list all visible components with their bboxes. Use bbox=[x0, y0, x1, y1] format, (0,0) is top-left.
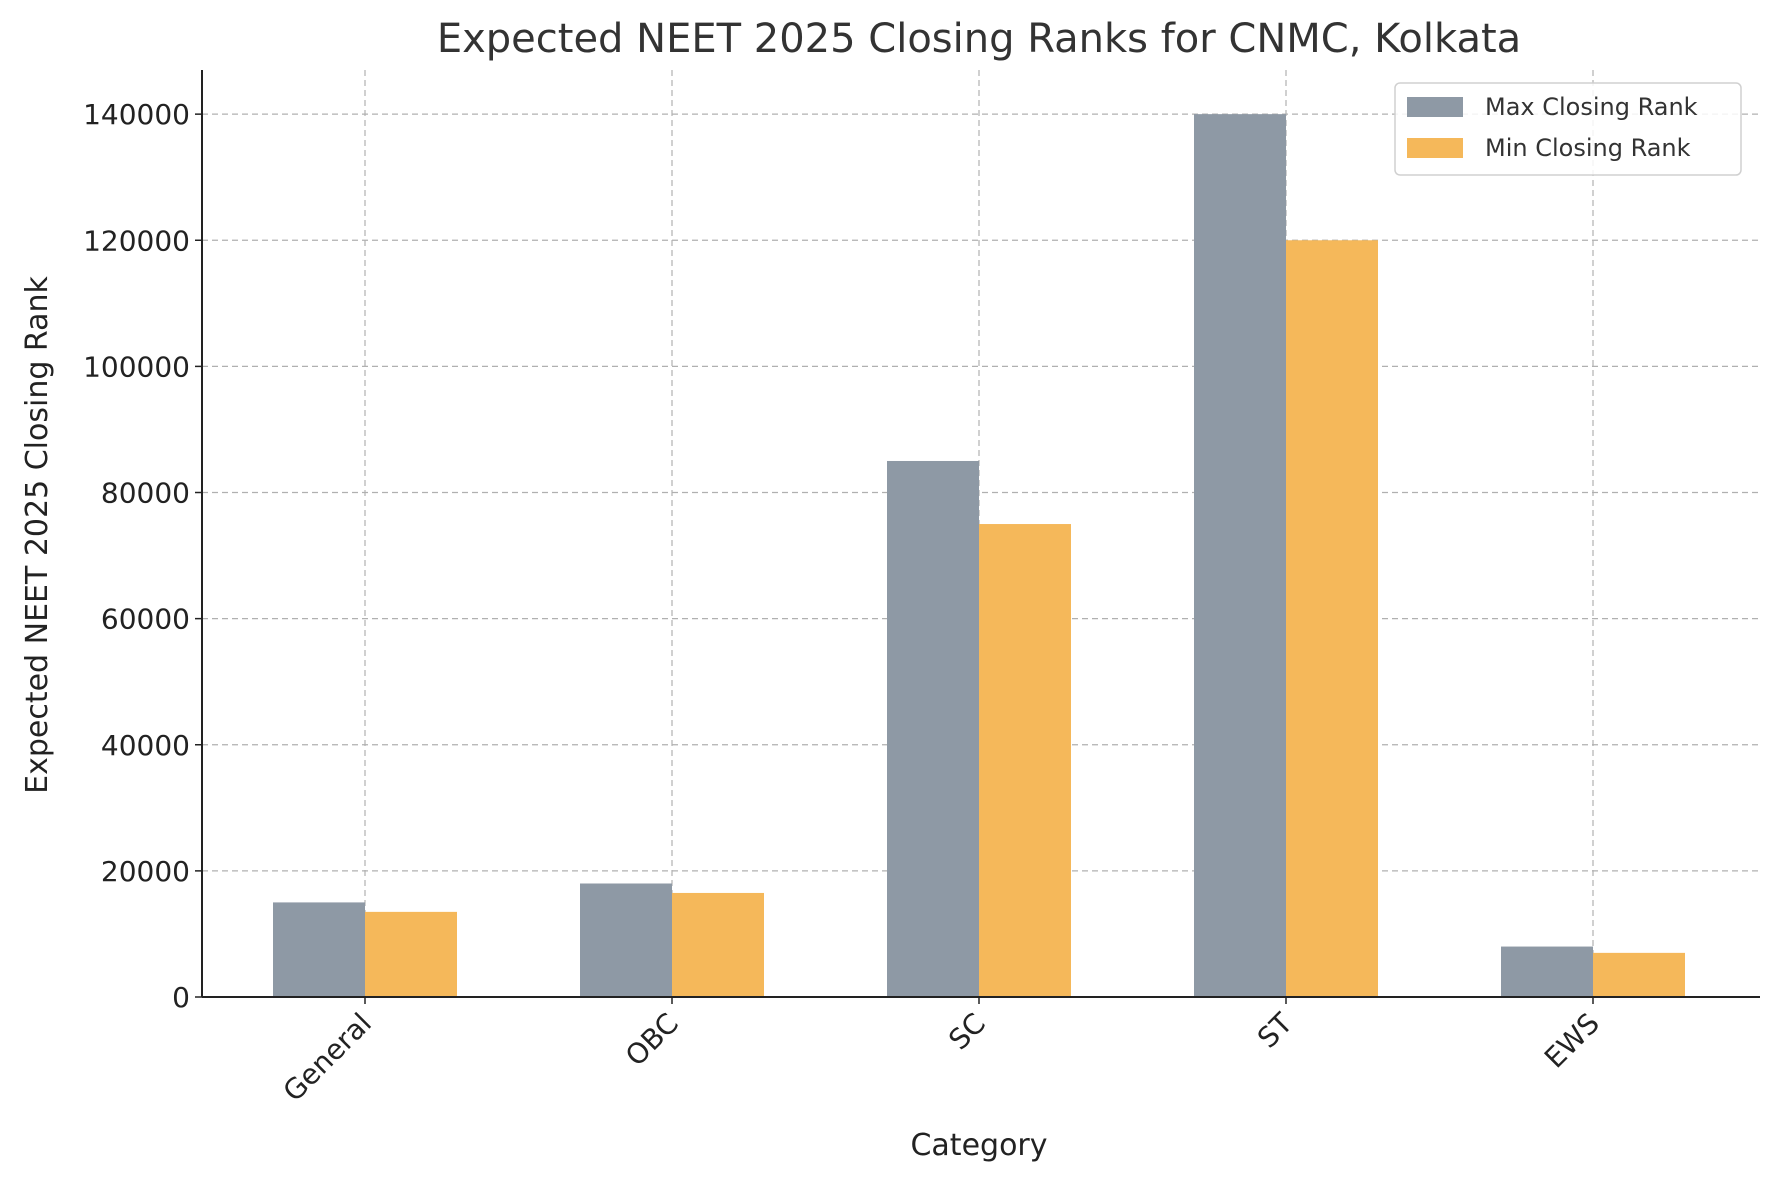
bar-ews-min bbox=[1593, 952, 1685, 997]
y-ticks: 0 20000 40000 60000 80000 100000 120000 140000 bbox=[83, 98, 202, 1014]
x-tick-label: EWS bbox=[1538, 1007, 1606, 1075]
x-tick-label: SC bbox=[942, 1007, 992, 1057]
y-tick-label: 120000 bbox=[83, 224, 190, 257]
y-tick-label: 100000 bbox=[83, 350, 190, 383]
axes bbox=[201, 70, 1760, 998]
x-tick-label: ST bbox=[1251, 1006, 1300, 1055]
legend-label-max: Max Closing Rank bbox=[1485, 93, 1698, 121]
legend-swatch-min bbox=[1407, 138, 1463, 158]
bar-sc-min bbox=[979, 524, 1071, 997]
bar-obc-min bbox=[672, 892, 764, 997]
x-tick-label: General bbox=[277, 1007, 378, 1108]
bar-obc-max bbox=[580, 883, 672, 997]
chart-title: Expected NEET 2025 Closing Ranks for CNM… bbox=[437, 16, 1521, 62]
bar-st-min bbox=[1286, 240, 1378, 997]
legend-label-min: Min Closing Rank bbox=[1485, 134, 1691, 162]
legend-swatch-max bbox=[1407, 97, 1463, 117]
legend-box bbox=[1394, 82, 1742, 176]
legend: Max Closing Rank Min Closing Rank bbox=[1394, 82, 1742, 176]
y-tick-label: 0 bbox=[172, 981, 190, 1014]
y-tick-label: 60000 bbox=[101, 603, 190, 636]
y-tick-label: 80000 bbox=[101, 477, 190, 510]
x-ticks: General OBC SC ST EWS bbox=[277, 997, 1606, 1108]
y-axis-label: Expected NEET 2025 Closing Rank bbox=[20, 275, 55, 793]
x-tick-label: OBC bbox=[619, 1007, 685, 1073]
bar-general-min bbox=[365, 911, 457, 997]
y-tick-label: 140000 bbox=[83, 98, 190, 131]
bar-general-max bbox=[273, 902, 365, 997]
y-tick-label: 40000 bbox=[101, 729, 190, 762]
bar-sc-max bbox=[887, 460, 979, 997]
y-tick-label: 20000 bbox=[101, 855, 190, 888]
x-axis-label: Category bbox=[910, 1128, 1047, 1163]
bars bbox=[273, 114, 1685, 997]
bar-ews-max bbox=[1501, 946, 1593, 997]
bar-st-max bbox=[1194, 114, 1286, 997]
